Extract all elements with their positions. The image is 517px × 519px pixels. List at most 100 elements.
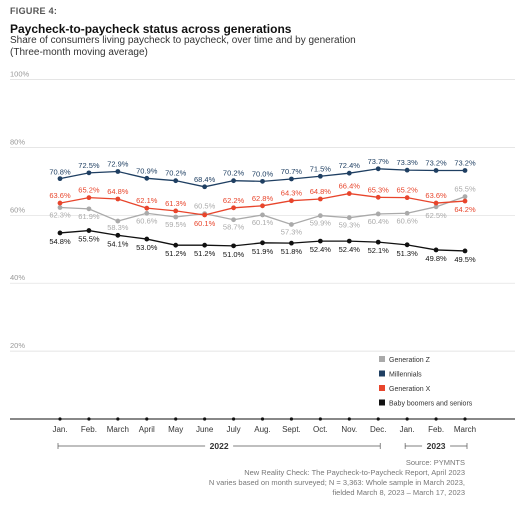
legend-label: Millennials <box>389 372 422 379</box>
x-tick-label: Sept. <box>282 425 301 434</box>
data-point-generation-z <box>433 204 439 210</box>
data-label-baby-boomers-and-seniors: 53.0% <box>136 243 158 252</box>
data-label-baby-boomers-and-seniors: 51.2% <box>165 249 187 258</box>
data-label-baby-boomers-and-seniors: 51.8% <box>281 247 303 256</box>
source-line-3: N varies based on month surveyed; N = 3,… <box>208 478 465 487</box>
y-tick-label: 20% <box>10 341 25 350</box>
y-tick-label: 60% <box>10 205 25 214</box>
data-label-millennials: 73.2% <box>454 158 476 167</box>
data-point-baby-boomers-and-seniors <box>57 230 63 236</box>
data-point-generation-x <box>346 191 352 196</box>
data-label-generation-z: 60.5% <box>194 202 216 211</box>
x-tick-mark <box>145 417 149 421</box>
data-point-millennials <box>115 169 121 174</box>
data-point-millennials <box>260 178 265 184</box>
data-point-baby-boomers-and-seniors <box>404 242 410 248</box>
data-point-generation-x <box>433 200 439 206</box>
data-label-generation-z: 61.9% <box>78 212 100 221</box>
data-point-generation-x <box>86 195 92 201</box>
data-label-generation-x: 60.1% <box>194 219 216 228</box>
data-label-millennials: 72.5% <box>78 161 100 170</box>
data-label-millennials: 68.4% <box>194 175 216 184</box>
x-tick-mark <box>463 417 467 421</box>
data-point-generation-x <box>375 194 381 200</box>
x-tick-label: Dec. <box>370 425 386 434</box>
data-point-generation-z <box>375 211 381 217</box>
data-label-baby-boomers-and-seniors: 49.8% <box>425 254 447 263</box>
data-label-baby-boomers-and-seniors: 51.0% <box>223 250 245 259</box>
data-label-generation-x: 63.6% <box>425 191 447 200</box>
legend-label: Baby boomers and seniors <box>389 401 473 408</box>
data-point-generation-x <box>202 212 208 218</box>
data-label-generation-z: 59.9% <box>310 219 332 228</box>
y-tick-label: 40% <box>10 273 25 282</box>
data-label-millennials: 73.7% <box>368 157 390 166</box>
data-label-baby-boomers-and-seniors: 52.4% <box>310 245 332 254</box>
data-label-generation-x: 61.3% <box>165 199 187 208</box>
data-point-generation-x <box>144 205 150 211</box>
series-layer <box>57 166 468 254</box>
data-label-generation-z: 60.1% <box>252 218 274 227</box>
data-label-millennials: 71.5% <box>310 164 332 173</box>
source-line-2: New Reality Check: The Paycheck-to-Paych… <box>244 468 465 477</box>
data-label-millennials: 72.9% <box>107 160 129 169</box>
y-tick-label: 80% <box>10 137 25 146</box>
x-tick-mark <box>87 417 91 421</box>
data-labels: 62.3% 61.9% 58.3% 60.6% 59.5% 60.5% 58.7% 60.1%… <box>49 157 476 264</box>
x-tick-mark <box>347 417 351 421</box>
legend: Generation Z Millennials Generation X Baby … <box>379 356 473 408</box>
year-label: 2023 <box>427 441 446 451</box>
data-point-generation-x <box>115 196 121 202</box>
data-point-millennials <box>202 184 208 190</box>
x-tick-label: Aug. <box>254 425 270 434</box>
data-point-generation-z <box>404 210 410 216</box>
data-label-millennials: 73.2% <box>425 158 447 167</box>
x-tick-label: Feb. <box>428 425 444 434</box>
data-point-generation-z <box>115 218 121 224</box>
data-point-generation-x <box>462 198 468 204</box>
data-point-generation-z <box>260 212 265 218</box>
data-point-baby-boomers-and-seniors <box>346 238 352 244</box>
data-label-generation-x: 64.2% <box>454 205 476 214</box>
data-point-generation-x <box>260 203 265 209</box>
data-point-millennials <box>433 168 439 173</box>
source-note: Source: PYMNTS New Reality Check: The Pa… <box>209 458 465 498</box>
data-label-millennials: 70.2% <box>223 169 245 178</box>
x-axis: Jan. Feb. March April May June July Aug. Sept. Oc… <box>10 417 515 451</box>
data-label-millennials: 70.7% <box>281 167 303 176</box>
data-point-millennials <box>289 176 294 182</box>
data-point-generation-x <box>317 196 323 202</box>
data-point-millennials <box>462 168 468 173</box>
data-point-baby-boomers-and-seniors <box>260 240 265 246</box>
data-label-millennials: 70.8% <box>49 168 71 177</box>
data-label-baby-boomers-and-seniors: 51.2% <box>194 249 216 258</box>
data-label-generation-z: 58.7% <box>223 223 245 232</box>
data-point-baby-boomers-and-seniors <box>144 236 150 242</box>
chart-title: Paycheck-to-paycheck status across gener… <box>10 22 292 36</box>
x-tick-mark <box>434 417 438 421</box>
data-label-generation-z: 59.5% <box>165 220 187 229</box>
data-label-generation-z: 60.6% <box>136 216 158 225</box>
data-label-millennials: 70.9% <box>136 166 158 175</box>
grid-layer: 20% 40% 60% 80% 100% <box>10 70 515 352</box>
data-point-generation-x <box>289 198 294 204</box>
x-tick-mark <box>116 417 120 421</box>
data-point-millennials <box>317 173 323 179</box>
x-tick-mark <box>318 417 322 421</box>
data-label-millennials: 73.3% <box>397 158 419 167</box>
data-point-generation-x <box>57 200 63 206</box>
data-point-millennials <box>144 175 150 181</box>
x-tick-mark <box>405 417 409 421</box>
data-label-baby-boomers-and-seniors: 55.5% <box>78 235 100 244</box>
x-tick-label: Oct. <box>313 425 328 434</box>
x-tick-mark <box>203 417 207 421</box>
data-label-generation-x: 62.2% <box>223 196 245 205</box>
data-point-millennials <box>346 170 352 176</box>
legend-label: Generation X <box>389 386 431 393</box>
data-label-generation-x: 62.1% <box>136 196 158 205</box>
x-tick-mark <box>376 417 380 421</box>
source-line-4: fielded March 8, 2023 – March 17, 2023 <box>332 488 465 497</box>
x-tick-label: May <box>168 425 183 434</box>
data-point-generation-z <box>231 217 236 223</box>
